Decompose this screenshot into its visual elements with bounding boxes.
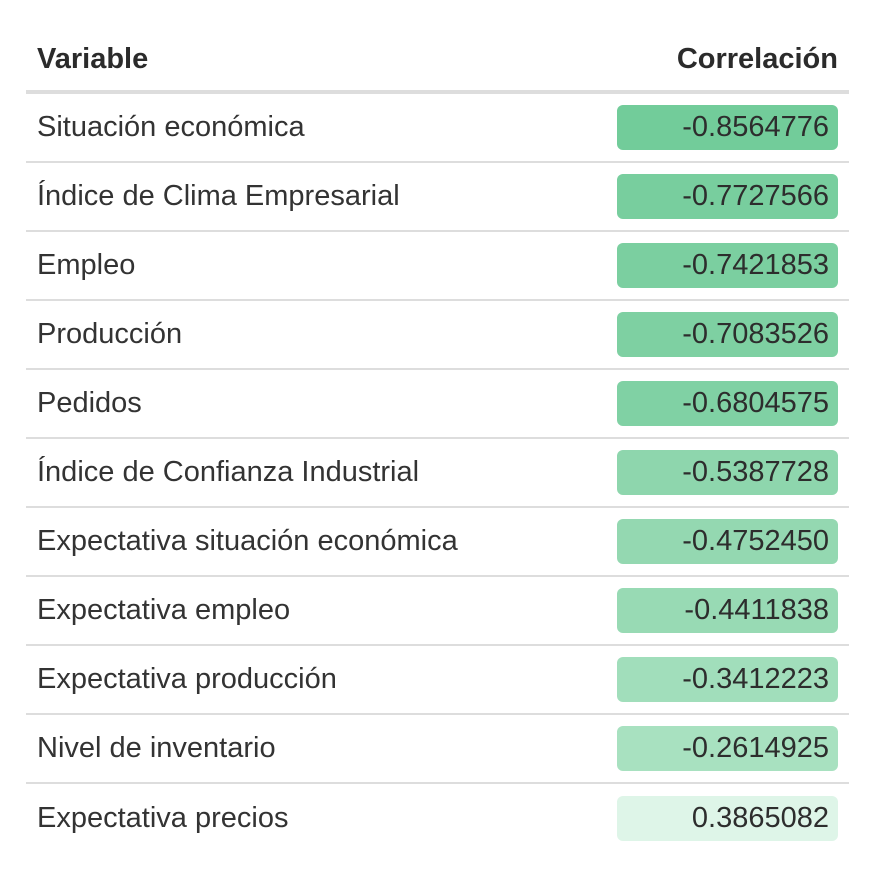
correlation-value: -0.8564776 bbox=[617, 105, 838, 150]
table-row: Expectativa producción -0.3412223 bbox=[26, 646, 849, 715]
variable-label: Índice de Clima Empresarial bbox=[37, 180, 400, 212]
correlation-value: -0.7727566 bbox=[617, 174, 838, 219]
table-row: Expectativa situación económica -0.475245… bbox=[26, 508, 849, 577]
table-row: Pedidos -0.6804575 bbox=[26, 370, 849, 439]
correlation-value: -0.7083526 bbox=[617, 312, 838, 357]
table-row: Expectativa empleo -0.4411838 bbox=[26, 577, 849, 646]
correlation-value: -0.6804575 bbox=[617, 381, 838, 426]
table-row: Índice de Clima Empresarial -0.7727566 bbox=[26, 163, 849, 232]
correlation-value: -0.7421853 bbox=[617, 243, 838, 288]
variable-label: Producción bbox=[37, 318, 183, 350]
table-body: Situación económica -0.8564776 Índice de C… bbox=[26, 94, 849, 853]
correlation-value: 0.3865082 bbox=[617, 796, 838, 841]
variable-label: Empleo bbox=[37, 249, 136, 281]
table-header: Variable Correlación bbox=[26, 28, 849, 94]
variable-label: Nivel de inventario bbox=[37, 732, 276, 764]
table-row: Índice de Confianza Industrial -0.5387728 bbox=[26, 439, 849, 508]
table-row: Situación económica -0.8564776 bbox=[26, 94, 849, 163]
correlation-value: -0.4411838 bbox=[617, 588, 838, 633]
table-row: Empleo -0.7421853 bbox=[26, 232, 849, 301]
header-correlation: Correlación bbox=[676, 42, 838, 75]
variable-label: Expectativa situación económica bbox=[37, 525, 458, 557]
correlation-value: -0.2614925 bbox=[617, 726, 838, 771]
variable-label: Expectativa producción bbox=[37, 663, 337, 695]
variable-label: Expectativa empleo bbox=[37, 594, 291, 626]
table-row: Nivel de inventario -0.2614925 bbox=[26, 715, 849, 784]
correlation-value: -0.5387728 bbox=[617, 450, 838, 495]
correlation-value: -0.4752450 bbox=[617, 519, 838, 564]
table-row: Expectativa precios 0.3865082 bbox=[26, 784, 849, 853]
variable-label: Situación económica bbox=[37, 111, 305, 143]
variable-label: Expectativa precios bbox=[37, 802, 289, 834]
header-variable: Variable bbox=[37, 42, 149, 75]
correlation-table: Variable Correlación Situación económica… bbox=[26, 28, 849, 853]
correlation-value: -0.3412223 bbox=[617, 657, 838, 702]
variable-label: Pedidos bbox=[37, 387, 142, 419]
variable-label: Índice de Confianza Industrial bbox=[37, 456, 420, 488]
table-row: Producción -0.7083526 bbox=[26, 301, 849, 370]
